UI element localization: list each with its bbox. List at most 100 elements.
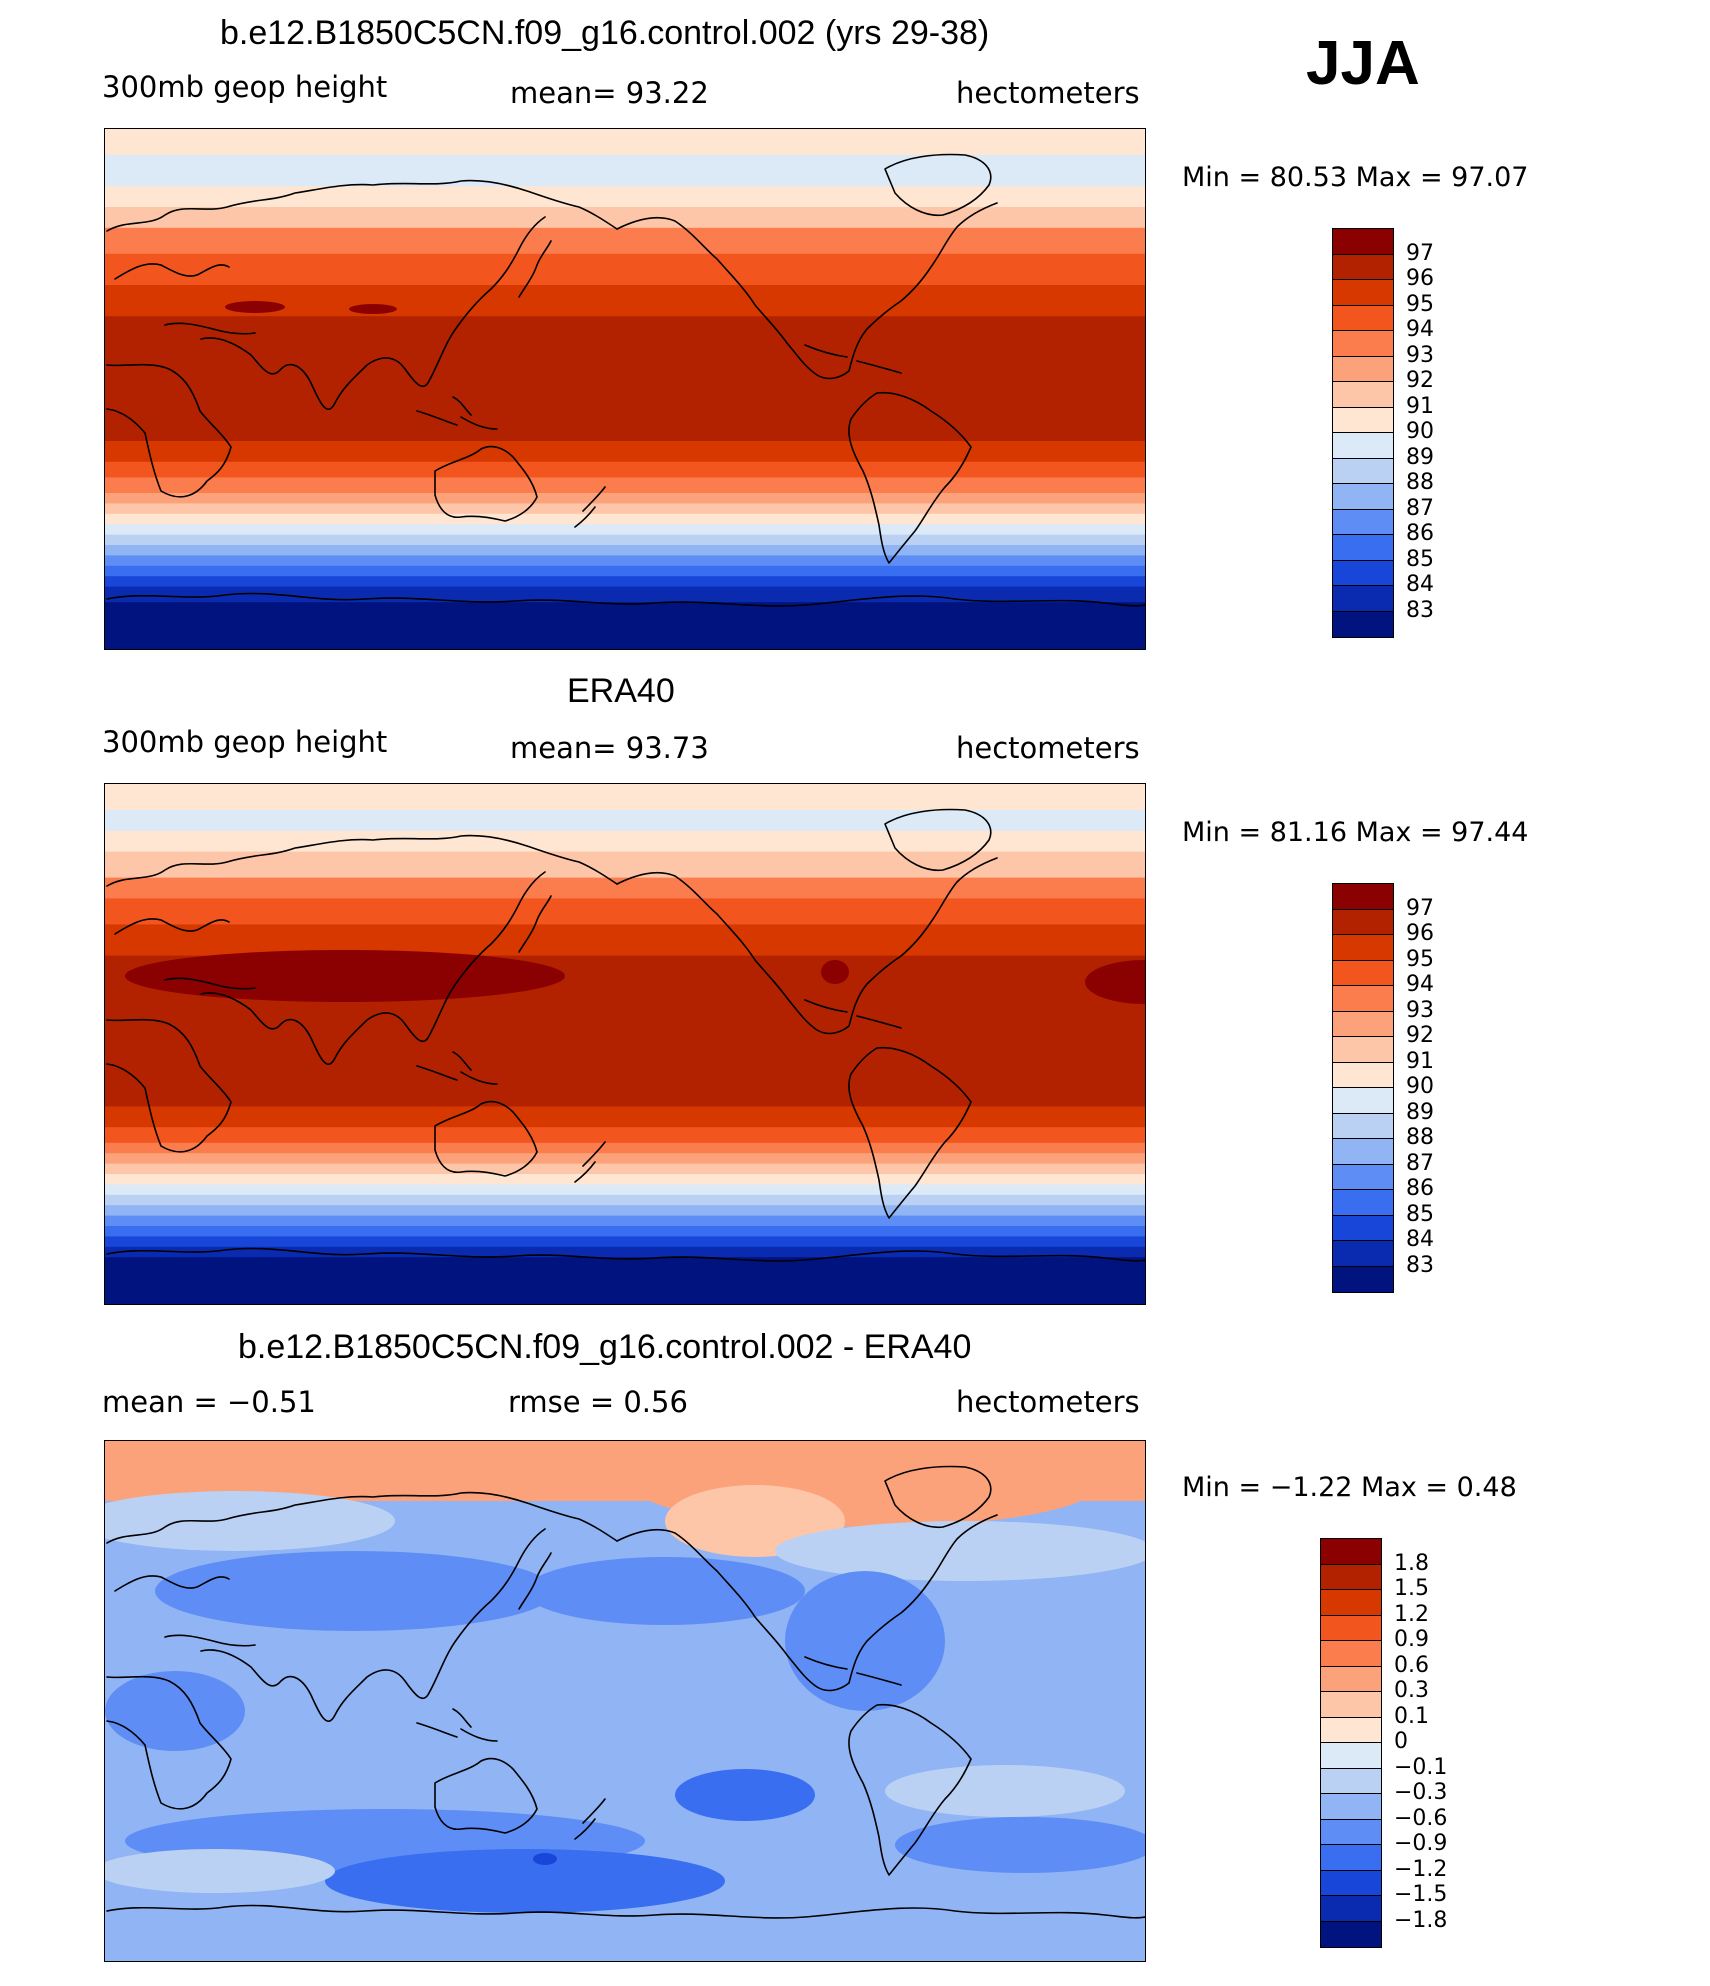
coastline [616,857,998,1035]
colorbar-tick-label: −1.2 [1394,1856,1448,1882]
contour-blob [533,1853,557,1865]
contour-band [105,441,1145,463]
coastline [518,895,552,953]
panel-2-variable-label: 300mb geop height [102,725,388,759]
coastline [164,322,256,335]
contour-band [105,565,1145,577]
colorbar-tick-label: 91 [1406,393,1434,419]
coastline [848,391,972,564]
panel-2-map [104,783,1146,1305]
coastline [106,1904,1145,1919]
coastline [848,1046,972,1219]
contour-band [105,1257,1145,1304]
colorbar-swatch [1333,382,1393,408]
colorbar-swatch [1333,909,1393,935]
coastline [804,344,902,374]
panel-2-units-label: hectometers [956,731,1140,765]
coastline [416,1051,498,1085]
panel-2-min-max: Min = 81.16 Max = 97.44 [1182,817,1529,848]
panel-3-map [104,1440,1146,1962]
contour-band [105,430,1145,442]
contour-band [105,175,1145,187]
colorbar-swatch [1333,586,1393,612]
maximum-blob [225,301,285,313]
coastline [518,1552,552,1610]
colorbar-swatch [1333,884,1393,910]
panel-2-map-svg [105,784,1145,1304]
colorbar-tick-label: 95 [1406,946,1434,972]
colorbar-tick-label: 95 [1406,291,1434,317]
contour-band [105,1127,1145,1144]
colorbar-tick-label: 84 [1406,572,1434,597]
panel-3-map-svg [105,1441,1145,1961]
panel-1-map-svg [105,129,1145,649]
panel-1-variable-label: 300mb geop height [102,70,388,104]
contour-blob [105,1849,335,1893]
coastline [428,871,546,1037]
panel-2-title: ERA40 [567,672,675,710]
coastline [106,1247,1145,1262]
panel-3-title: b.e12.B1850C5CN.f09_g16.control.002 - ER… [238,1328,972,1366]
colorbar-swatch [1333,1062,1393,1088]
colorbar-swatch [1321,1896,1381,1922]
colorbar-tick-label: 90 [1406,1074,1434,1099]
panel-1-units-label: hectometers [956,76,1140,110]
colorbar-swatch [1321,1845,1381,1871]
coastline [884,153,992,217]
coastline [416,1708,498,1742]
panel-3-mean-label: mean = −0.51 [102,1385,316,1419]
colorbar-swatch [1333,407,1393,433]
contour-band [105,576,1145,588]
contour-band [105,1205,1145,1217]
colorbar-tick-label: 0.6 [1394,1652,1429,1678]
coastline [200,992,430,1065]
colorbar-swatch [1321,1564,1381,1590]
colorbar-tick-label: 89 [1406,1099,1434,1125]
contour-blob [775,1521,1145,1581]
contour-band [105,253,1145,286]
colorbar-swatch [1333,1190,1393,1216]
contour-band [105,1153,1145,1165]
contour-blob [885,1765,1125,1817]
contour-band [105,898,1145,925]
colorbar-tick-label: 89 [1406,444,1434,470]
coastline [416,396,498,430]
colorbar-tick-label: 90 [1406,419,1434,444]
colorbar-tick-label: 92 [1406,1023,1434,1048]
contour-blob [675,1769,815,1821]
contour-band [105,316,1145,432]
colorbar-tick-label: 87 [1406,1150,1434,1176]
colorbar-tick-label: −0.6 [1394,1805,1448,1831]
colorbar-box [1320,1538,1382,1948]
coastline [574,1141,606,1183]
colorbar-tick-label: 87 [1406,495,1434,521]
panel-2-mean-label: mean= 93.73 [510,731,709,765]
colorbar-tick-label: 91 [1406,1048,1434,1074]
contour-band [105,285,1145,317]
colorbar-swatch [1321,1819,1381,1845]
colorbar-swatch [1321,1666,1381,1692]
colorbar-swatch [1333,484,1393,510]
contour-band [105,924,1145,957]
contour-band [105,1246,1145,1258]
contour-blob [895,1817,1145,1873]
contour-band [105,207,1145,229]
coastline [518,240,552,298]
colorbar-swatch [1321,1692,1381,1718]
contour-blob [105,1491,395,1551]
coastline [106,834,618,887]
coastline [428,216,546,382]
contour-band [105,545,1145,556]
colorbar-tick-label: 86 [1406,521,1434,546]
coastline [434,445,538,522]
colorbar-box [1332,228,1394,638]
coastline [200,1649,430,1722]
contour-blob [325,1849,725,1913]
colorbar-swatch [1333,1037,1393,1063]
colorbar-tick-label: 97 [1406,895,1434,921]
contour-band [105,784,1145,811]
contour-band [105,1236,1145,1248]
contour-band [105,1106,1145,1128]
contour-band [105,524,1145,536]
coastline [804,999,902,1029]
